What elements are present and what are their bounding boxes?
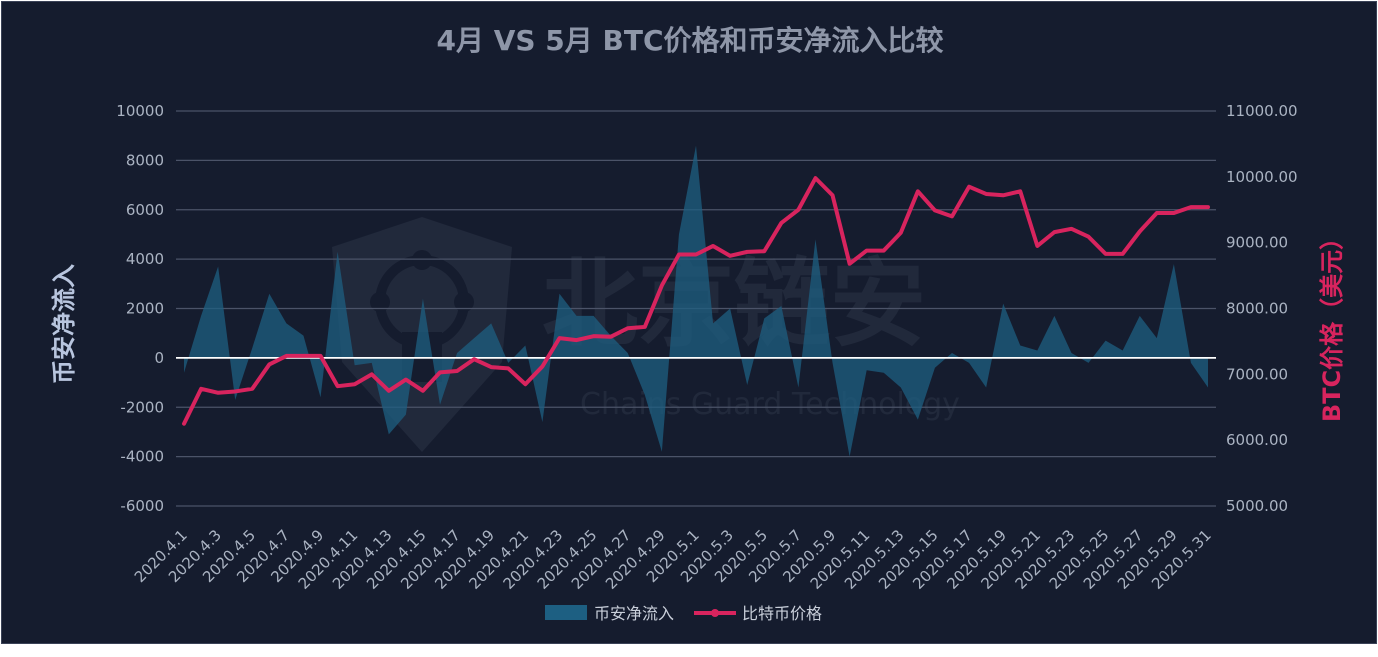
btc-price-point	[319, 354, 323, 358]
btc-price-point	[1172, 211, 1176, 215]
y-tick-label-left: 6000	[126, 201, 164, 219]
y-axis-label-right: BTC价格（美元）	[1318, 226, 1346, 422]
btc-price-point	[216, 391, 220, 395]
btc-price-point	[1206, 205, 1210, 209]
btc-price-point	[233, 389, 237, 393]
chart-panel: 北京链安 Chains Guard Technology 4月 VS 5月 BT…	[1, 1, 1377, 644]
btc-price-point	[626, 326, 630, 330]
y-tick-label-left: 4000	[126, 250, 164, 268]
btc-price-point	[1052, 230, 1056, 234]
btc-price-point	[267, 362, 271, 366]
btc-price-point	[984, 192, 988, 196]
btc-price-point	[575, 338, 579, 342]
y-tick-label-left: 0	[154, 349, 164, 367]
y-tick-label-right: 7000.00	[1226, 365, 1288, 383]
y-tick-label-right: 9000.00	[1226, 234, 1288, 252]
btc-price-point	[1087, 235, 1091, 239]
btc-price-point	[711, 244, 715, 248]
btc-price-point	[796, 208, 800, 212]
btc-price-point	[1001, 193, 1005, 197]
btc-price-point	[660, 283, 664, 287]
legend-marker-price	[711, 609, 719, 617]
btc-price-point	[540, 364, 544, 368]
btc-price-point	[506, 366, 510, 370]
btc-price-point	[950, 214, 954, 218]
chart-svg: 北京链安 Chains Guard Technology 4月 VS 5月 BT…	[50, 24, 1346, 623]
btc-price-point	[1138, 229, 1142, 233]
btc-price-point	[609, 335, 613, 339]
y-tick-label-left: 2000	[126, 300, 164, 318]
btc-price-point	[489, 365, 493, 369]
chart-title: 4月 VS 5月 BTC价格和币安净流入比较	[436, 24, 943, 57]
y-tick-label-right: 5000.00	[1226, 497, 1288, 515]
y-axis-label-left: 币安净流入	[50, 264, 78, 384]
btc-price-point	[865, 249, 869, 253]
y-tick-label-right: 6000.00	[1226, 431, 1288, 449]
btc-price-point	[813, 176, 817, 180]
y-tick-label-right: 10000.00	[1226, 168, 1298, 186]
btc-price-point	[831, 193, 835, 197]
btc-price-point	[421, 389, 425, 393]
btc-price-point	[1069, 227, 1073, 231]
btc-price-point	[250, 387, 254, 391]
left-axis-ticks: 10000 8000 6000 4000 2000 0 -2000 -4000 -6000	[116, 102, 164, 515]
net-inflow-area	[184, 145, 1208, 457]
btc-price-point	[745, 250, 749, 254]
btc-price-point	[1189, 205, 1193, 209]
btc-price-point	[899, 231, 903, 235]
legend-label-price: 比特币价格	[742, 604, 822, 623]
legend-item-price[interactable]: 比特币价格	[694, 604, 822, 623]
legend-swatch-inflow	[545, 605, 587, 620]
y-tick-label-left: -2000	[120, 398, 164, 416]
btc-price-point	[455, 369, 459, 373]
btc-price-point	[523, 382, 527, 386]
right-axis-ticks: 11000.00 10000.00 9000.00 8000.00 7000.00 600…	[1226, 102, 1298, 515]
btc-price-point	[848, 262, 852, 266]
y-tick-label-left: -4000	[120, 448, 164, 466]
btc-price-series	[182, 176, 1210, 426]
legend-item-inflow[interactable]: 币安净流入	[545, 604, 674, 623]
btc-price-point	[762, 249, 766, 253]
y-tick-label-right: 11000.00	[1226, 102, 1298, 120]
btc-price-point	[694, 253, 698, 257]
btc-price-point	[404, 378, 408, 382]
y-tick-label-left: 10000	[116, 102, 164, 120]
y-tick-label-left: 8000	[126, 151, 164, 169]
btc-price-point	[728, 254, 732, 258]
watermark-sub-text: Chains Guard Technology	[580, 387, 960, 422]
btc-price-point	[967, 185, 971, 189]
y-tick-label-left: -6000	[120, 497, 164, 515]
btc-price-point	[882, 249, 886, 253]
btc-price-point	[1104, 252, 1108, 256]
btc-price-point	[353, 382, 357, 386]
x-axis-ticks: 2020.4.12020.4.32020.4.52020.4.72020.4.9…	[131, 526, 1215, 593]
btc-price-point	[779, 221, 783, 225]
btc-price-point	[677, 253, 681, 257]
legend-label-inflow: 币安净流入	[594, 604, 674, 623]
btc-price-point	[933, 208, 937, 212]
btc-price-point	[284, 354, 288, 358]
legend: 币安净流入 比特币价格	[545, 604, 822, 623]
btc-price-point	[438, 370, 442, 374]
btc-price-point	[301, 354, 305, 358]
btc-price-point	[182, 422, 186, 426]
btc-price-point	[370, 372, 374, 376]
btc-price-point	[557, 336, 561, 340]
btc-price-point	[643, 325, 647, 329]
y-tick-label-right: 8000.00	[1226, 300, 1288, 318]
btc-price-point	[336, 384, 340, 388]
net-inflow-series	[184, 145, 1208, 457]
btc-price-point	[199, 387, 203, 391]
btc-price-point	[592, 334, 596, 338]
btc-price-point	[387, 389, 391, 393]
btc-price-point	[916, 189, 920, 193]
btc-price-point	[1155, 211, 1159, 215]
btc-price-point	[1035, 244, 1039, 248]
btc-price-point	[1018, 189, 1022, 193]
btc-price-point	[472, 357, 476, 361]
btc-price-point	[1121, 252, 1125, 256]
